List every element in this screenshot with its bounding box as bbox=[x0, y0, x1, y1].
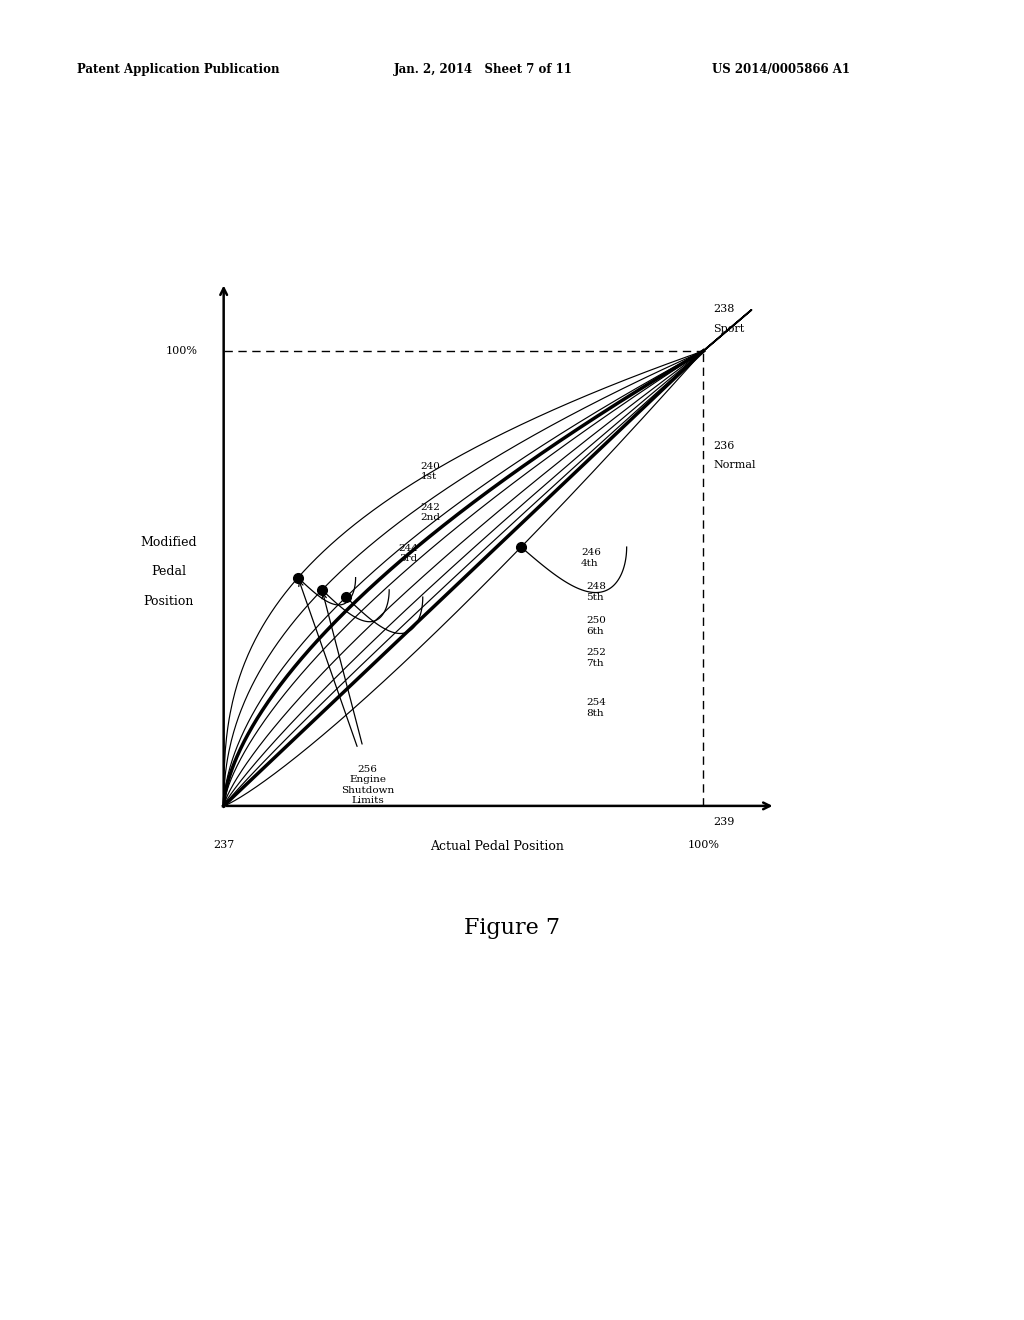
Text: 250
6th: 250 6th bbox=[586, 616, 606, 636]
Text: Sport: Sport bbox=[713, 323, 744, 334]
Text: 237: 237 bbox=[213, 840, 234, 850]
Text: 100%: 100% bbox=[165, 346, 198, 356]
Text: Patent Application Publication: Patent Application Publication bbox=[77, 63, 280, 77]
Text: Figure 7: Figure 7 bbox=[464, 917, 560, 940]
Text: 238: 238 bbox=[713, 305, 734, 314]
Text: Normal: Normal bbox=[713, 461, 756, 470]
Text: US 2014/0005866 A1: US 2014/0005866 A1 bbox=[712, 63, 850, 77]
Text: Position: Position bbox=[143, 594, 194, 607]
Text: 252
7th: 252 7th bbox=[586, 648, 606, 668]
Text: 100%: 100% bbox=[687, 840, 720, 850]
Text: 240
1st: 240 1st bbox=[421, 462, 440, 482]
Text: Modified: Modified bbox=[140, 536, 197, 549]
Text: 242
2nd: 242 2nd bbox=[421, 503, 440, 523]
Text: 236: 236 bbox=[713, 441, 734, 451]
Text: 246
4th: 246 4th bbox=[581, 548, 601, 568]
Text: Actual Pedal Position: Actual Pedal Position bbox=[430, 840, 564, 853]
Text: 244
3rd: 244 3rd bbox=[398, 544, 419, 564]
Text: 248
5th: 248 5th bbox=[586, 582, 606, 602]
Text: Pedal: Pedal bbox=[151, 565, 186, 578]
Text: 256
Engine
Shutdown
Limits: 256 Engine Shutdown Limits bbox=[341, 766, 394, 805]
Text: Jan. 2, 2014   Sheet 7 of 11: Jan. 2, 2014 Sheet 7 of 11 bbox=[394, 63, 573, 77]
Text: 254
8th: 254 8th bbox=[586, 698, 606, 718]
Text: 239: 239 bbox=[713, 817, 734, 826]
